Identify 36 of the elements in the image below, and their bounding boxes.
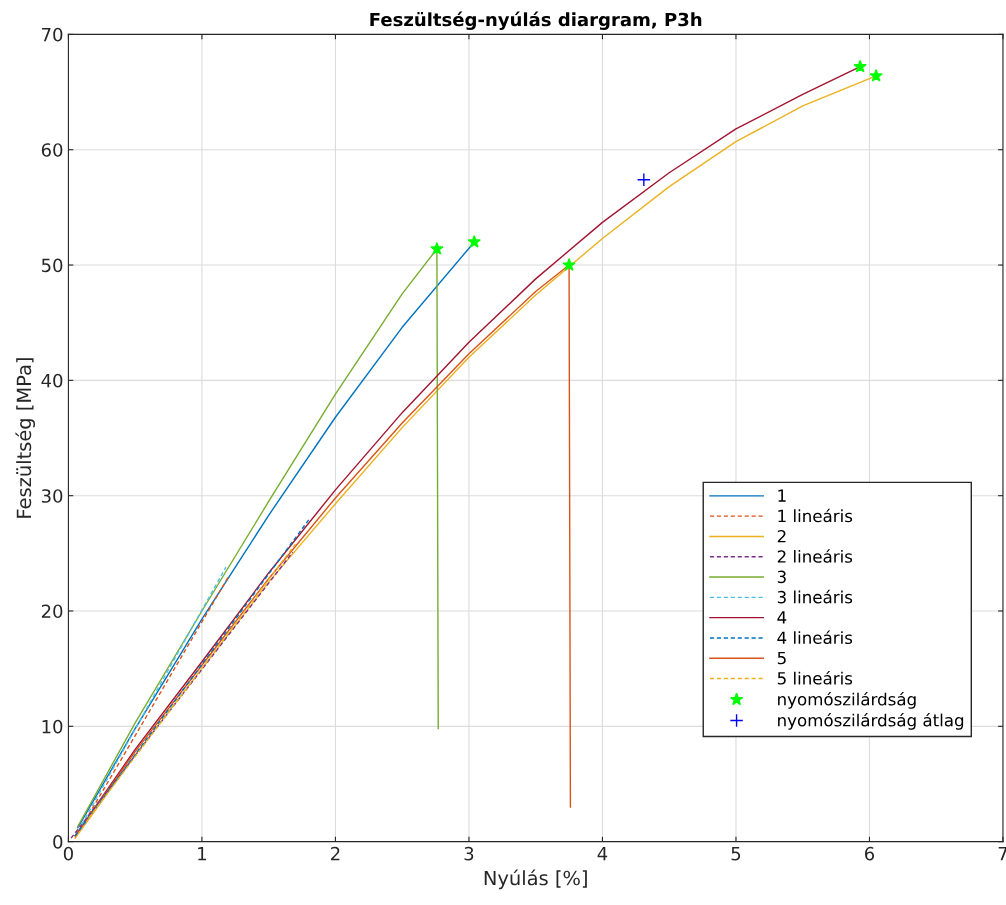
point: [853, 59, 867, 73]
legend-label: 4: [777, 611, 787, 624]
y-tick-label: 40: [41, 373, 63, 388]
y-tick-label: 20: [41, 604, 63, 619]
point: [467, 235, 481, 248]
x-tick-label: 3: [464, 846, 474, 861]
point: [562, 258, 576, 271]
x-tick-label: 5: [731, 847, 741, 861]
x-tick-label: 0: [63, 846, 73, 861]
x-axis-title: Nyúlás [%]: [484, 869, 587, 890]
y-axis-title: Feszültség [MPa]: [15, 358, 36, 518]
legend-label: 5: [777, 651, 786, 665]
point: [869, 68, 883, 82]
legend-label: 3: [777, 570, 786, 584]
legend-label: 2 lineáris: [777, 549, 853, 563]
point: [636, 172, 651, 187]
legend-label: nyomószilárdság: [778, 692, 916, 709]
y-tick-label: 30: [41, 489, 63, 503]
x-tick-label: 1: [198, 847, 206, 861]
legend-label: 4 lineáris: [777, 630, 853, 645]
legend-label: nyomószilárdság átlag: [778, 712, 964, 730]
chart-title: Feszültség-nyúlás diargram, P3h: [370, 11, 702, 30]
point: [430, 241, 444, 255]
x-tick-label: 4: [597, 847, 608, 861]
legend-label: 1: [778, 489, 786, 502]
y-tick-label: 70: [42, 27, 63, 42]
x-tick-label: 2: [331, 846, 340, 861]
legend-label: 3 lineáris: [777, 589, 853, 604]
legend-label: 2: [777, 529, 786, 543]
y-tick-label: 60: [41, 143, 63, 157]
legend-label: 1 lineáris: [778, 508, 853, 523]
y-tick-label: 10: [42, 719, 63, 734]
legend-label: 5 lineáris: [777, 671, 853, 685]
x-tick-label: 6: [864, 846, 875, 861]
y-tick-label: 0: [53, 835, 63, 849]
y-tick-label: 50: [41, 258, 63, 273]
